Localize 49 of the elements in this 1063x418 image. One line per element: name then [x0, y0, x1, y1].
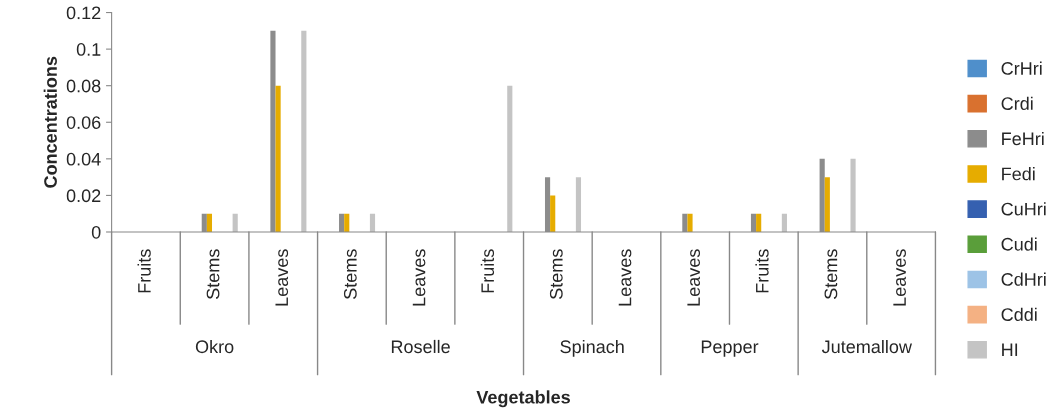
bar [575, 177, 582, 232]
x-tick-label: Leaves [275, 249, 289, 306]
y-tick-label: 0.1 [76, 43, 101, 56]
bar [756, 213, 762, 232]
bar [232, 213, 238, 232]
bar [781, 213, 787, 232]
legend-label: HI [1002, 343, 1018, 356]
bar [550, 195, 556, 232]
y-tick-label: 0.08 [66, 79, 101, 93]
bar [301, 30, 307, 232]
legend-label: CdHri [1001, 272, 1046, 286]
x-tick-label: Leaves [412, 249, 426, 306]
bar [206, 213, 213, 232]
x-tick-label: Leaves [687, 249, 700, 306]
x-tick-label: Stems [343, 249, 357, 299]
x-tick-label: Fruits [137, 249, 151, 293]
text: Jutemallow [821, 339, 912, 354]
x-axis-title: Vegetables [476, 390, 570, 408]
legend-label: FeHri [1002, 131, 1044, 146]
text: Spinach [560, 339, 624, 357]
y-tick-label: 0 [91, 225, 101, 239]
x-tick-label: Fruits [480, 249, 495, 293]
bar [369, 213, 376, 232]
legend-label: Cudi [1001, 237, 1037, 251]
y-tick-label: 0.06 [66, 116, 101, 129]
x-tick-label: Stems [824, 249, 838, 299]
bar [687, 213, 693, 232]
legend-label: CrHri [1001, 61, 1042, 75]
legend-label: Cddi [1001, 307, 1037, 321]
bar [275, 85, 281, 232]
text: Okro [195, 339, 234, 354]
y-tick-label: 0.02 [66, 189, 101, 203]
legend-label: CuHri [1001, 202, 1046, 216]
x-tick-label: Stems [206, 249, 220, 299]
x-tick-label: Leaves [893, 249, 906, 306]
text: Roselle [391, 339, 450, 354]
bar [344, 213, 350, 232]
y-tick-label: 0.04 [66, 152, 101, 166]
bar [824, 177, 830, 232]
text: Pepper [701, 340, 759, 357]
bar [850, 158, 856, 232]
y-tick-label: 0.12 [66, 6, 101, 20]
legend-label: Fedi [1002, 167, 1035, 181]
x-tick-label: Leaves [618, 249, 632, 306]
bar [507, 85, 513, 232]
y-axis-title: Concentrations [43, 56, 57, 188]
legend-label: Crdi [1001, 96, 1033, 110]
x-tick-label: Fruits [755, 249, 769, 293]
x-tick-label: Stems [549, 249, 563, 299]
